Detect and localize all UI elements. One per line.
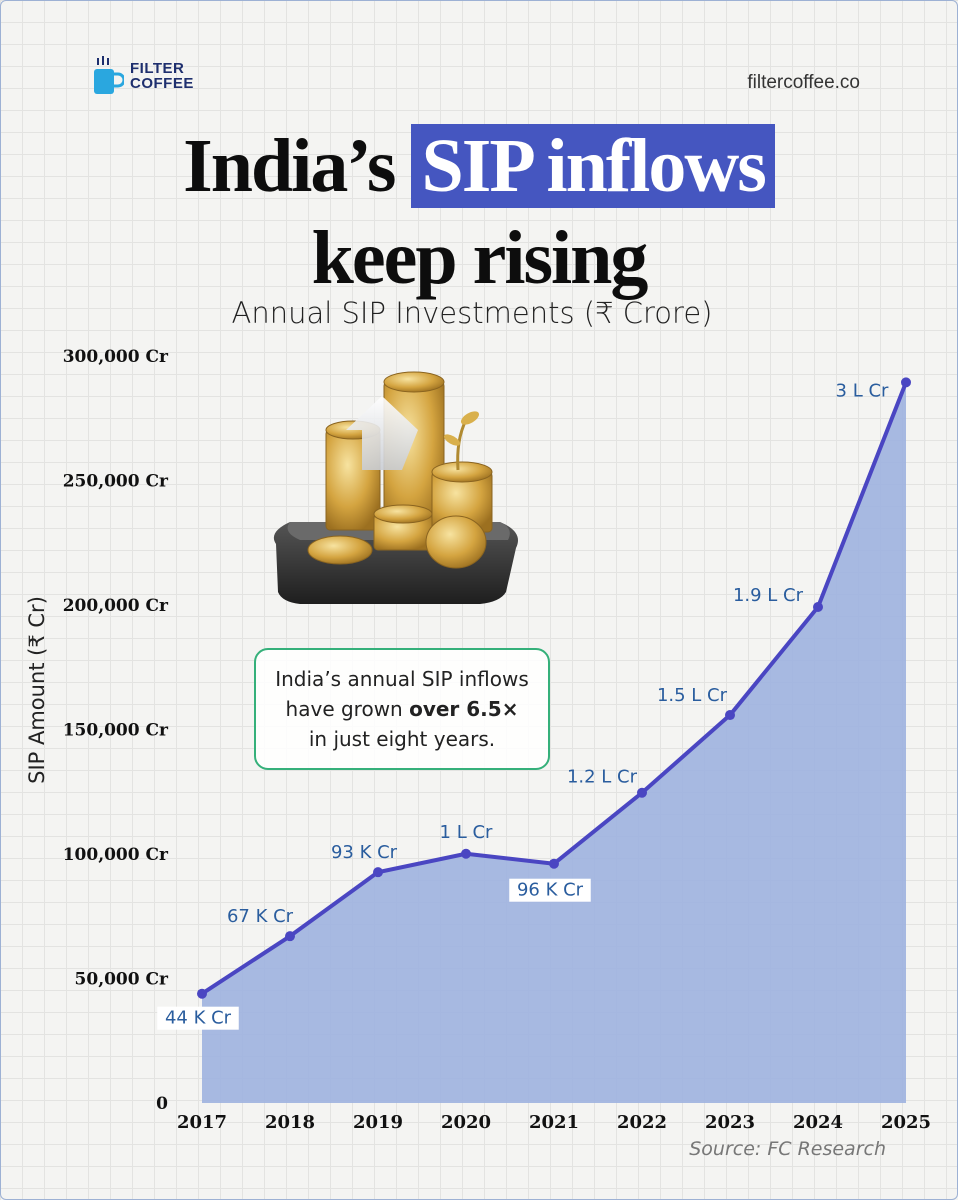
source-note: Source: FC Research <box>689 1138 886 1160</box>
data-label-text: 1.9 L Cr <box>733 585 804 606</box>
x-tick-label: 2018 <box>265 1112 315 1133</box>
y-tick-label: 50,000 Cr <box>75 970 170 990</box>
insight-text-pre: India’s annual SIP inflows have grown <box>275 667 529 721</box>
data-label-2020: 1 L Cr <box>440 822 493 843</box>
area-fill <box>202 382 906 1103</box>
data-label-2017: 44 K Cr <box>157 1006 239 1030</box>
data-label-2019: 93 K Cr <box>331 842 398 863</box>
chart-title: Annual SIP Investments (₹ Crore) <box>231 296 713 330</box>
data-label-text: 93 K Cr <box>331 842 398 863</box>
data-label-text: 1 L Cr <box>440 822 493 843</box>
data-point-2020 <box>461 848 471 859</box>
x-tick-label: 2019 <box>353 1112 403 1133</box>
x-tick-label: 2023 <box>705 1112 755 1133</box>
data-point-2024 <box>813 601 823 612</box>
data-label-2025: 3 L Cr <box>836 380 889 401</box>
data-label-2022: 1.2 L Cr <box>567 767 638 788</box>
x-tick-label: 2024 <box>793 1112 843 1133</box>
data-label-text: 96 K Cr <box>517 880 584 901</box>
data-point-2019 <box>373 867 383 878</box>
insight-text-post: in just eight years. <box>308 727 496 751</box>
data-point-2021 <box>549 858 559 869</box>
data-label-text: 44 K Cr <box>165 1008 232 1029</box>
logo-text-line1: FILTER <box>130 60 185 77</box>
headline-part1: India’s <box>183 124 412 208</box>
data-label-2024: 1.9 L Cr <box>733 585 804 606</box>
y-tick-label: 150,000 Cr <box>63 721 169 741</box>
website-url: filtercoffee.co <box>747 72 860 93</box>
insight-callout: India’s annual SIP inflows have grown ov… <box>254 648 550 770</box>
coin-stack-illustration <box>273 371 518 604</box>
insight-text: India’s annual SIP inflows have grown ov… <box>274 664 530 754</box>
x-tick-label: 2017 <box>177 1112 227 1133</box>
insight-text-bold: over 6.5× <box>409 697 519 721</box>
data-point-2023 <box>725 710 735 721</box>
data-point-2025 <box>901 377 911 388</box>
headline-line1: India’s SIP inflows <box>0 118 958 214</box>
y-axis-label: SIP Amount (₹ Cr) <box>25 596 49 784</box>
logo-text-line2: COFFEE <box>130 75 194 92</box>
y-tick-label: 300,000 Cr <box>63 347 169 367</box>
data-point-2017 <box>197 988 207 999</box>
data-label-text: 67 K Cr <box>227 906 294 927</box>
y-tick-label: 250,000 Cr <box>63 472 169 492</box>
y-tick-label: 0 <box>156 1094 168 1114</box>
headline-highlight: SIP inflows <box>411 124 775 208</box>
data-point-2022 <box>637 787 647 798</box>
x-tick-label: 2021 <box>529 1112 579 1133</box>
y-tick-label: 100,000 Cr <box>63 845 169 865</box>
x-tick-label: 2020 <box>441 1112 491 1133</box>
data-label-text: 3 L Cr <box>836 380 889 401</box>
x-tick-label: 2022 <box>617 1112 667 1133</box>
headline-line2: keep rising <box>311 216 649 300</box>
x-tick-label: 2025 <box>881 1112 931 1133</box>
data-point-2018 <box>285 931 295 942</box>
data-label-box <box>157 1006 239 1030</box>
data-label-2021: 96 K Cr <box>509 878 591 902</box>
data-label-2018: 67 K Cr <box>227 906 294 927</box>
y-tick-label: 200,000 Cr <box>63 596 169 616</box>
data-label-box <box>509 878 591 902</box>
data-label-2023: 1.5 L Cr <box>657 685 728 706</box>
filter-coffee-logo: FILTER COFFEE <box>94 56 194 96</box>
coffee-cup-icon <box>94 56 124 94</box>
data-label-text: 1.2 L Cr <box>567 767 638 788</box>
data-label-text: 1.5 L Cr <box>657 685 728 706</box>
